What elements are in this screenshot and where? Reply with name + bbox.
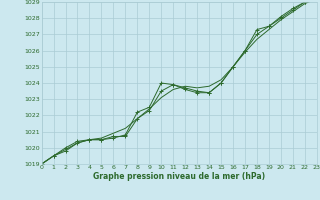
- X-axis label: Graphe pression niveau de la mer (hPa): Graphe pression niveau de la mer (hPa): [93, 172, 265, 181]
